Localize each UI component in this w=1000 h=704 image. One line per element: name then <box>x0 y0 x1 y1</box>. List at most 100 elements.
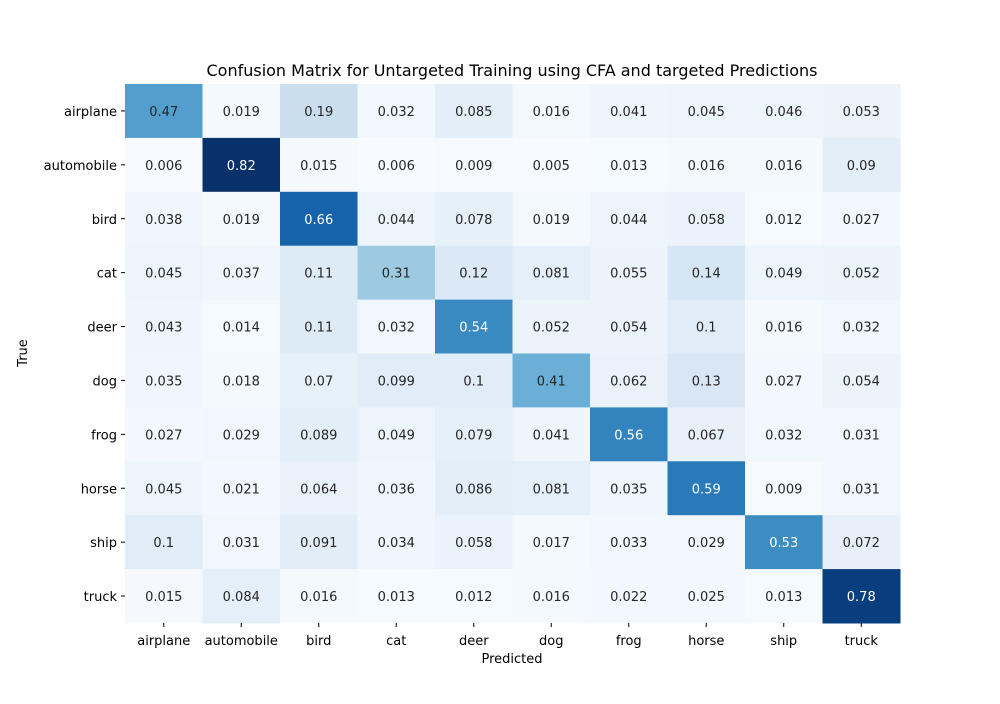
heatmap-cell <box>822 299 901 354</box>
cell-value-label: 0.013 <box>765 590 802 605</box>
cell-value-label: 0.027 <box>765 374 802 389</box>
cell-value-label: 0.045 <box>688 105 725 120</box>
x-tick-label: dog <box>539 634 563 649</box>
cell-value-label: 0.11 <box>304 267 333 282</box>
cell-value-label: 0.013 <box>378 590 415 605</box>
cell-value-label: 0.018 <box>223 374 260 389</box>
cell-value-label: 0.035 <box>610 482 647 497</box>
y-axis-ticks: airplane automobile bird cat deer dog frog hors… <box>44 105 125 605</box>
heatmap-cell <box>125 569 203 624</box>
heatmap-cell <box>435 515 513 570</box>
y-tick-label: truck <box>84 590 118 605</box>
heatmap-cell <box>280 353 358 408</box>
cell-value-label: 0.033 <box>610 536 647 551</box>
cell-value-label: 0.032 <box>843 321 880 336</box>
heatmap-cell <box>357 353 436 408</box>
x-tick-label: automobile <box>205 634 278 649</box>
heatmap-cell <box>202 245 281 301</box>
cell-value-label: 0.038 <box>145 213 182 228</box>
heatmap-cell <box>512 407 591 462</box>
heatmap-cell <box>745 461 823 516</box>
cell-value-label: 0.045 <box>145 482 182 497</box>
cell-value-label: 0.07 <box>304 374 333 389</box>
cell-value-label: 0.031 <box>223 536 260 551</box>
heatmap-cell <box>202 569 281 624</box>
y-tick-label: automobile <box>44 159 117 174</box>
heatmap-cell <box>745 515 823 570</box>
heatmap-cells: 0.47 0.019 0.19 0.032 0.085 0.016 0.041 0.045 0.… <box>125 84 901 624</box>
cell-value-label: 0.016 <box>533 105 570 120</box>
cell-value-label: 0.12 <box>459 267 488 282</box>
heatmap-cell <box>280 245 358 301</box>
x-tick-label: cat <box>386 634 406 649</box>
heatmap-cell <box>667 569 746 624</box>
y-tick-label: frog <box>91 428 117 443</box>
y-tick-label: horse <box>81 482 117 497</box>
heatmap-cell <box>590 353 668 408</box>
cell-value-label: 0.062 <box>610 374 647 389</box>
cell-value-label: 0.085 <box>455 105 492 120</box>
x-tick-label: airplane <box>137 634 190 649</box>
heatmap-cell <box>667 191 746 247</box>
heatmap-cell <box>590 191 668 247</box>
cell-value-label: 0.091 <box>300 536 337 551</box>
cell-value-label: 0.019 <box>223 105 260 120</box>
cell-value-label: 0.006 <box>145 159 182 174</box>
heatmap-cell <box>822 245 901 301</box>
cell-value-label: 0.064 <box>300 482 337 497</box>
heatmap-cell <box>357 569 436 624</box>
heatmap-cell <box>202 353 281 408</box>
cell-value-label: 0.019 <box>533 213 570 228</box>
heatmap-cell <box>357 299 436 354</box>
heatmap-cell <box>435 137 513 193</box>
cell-value-label: 0.59 <box>692 482 721 497</box>
heatmap-cell <box>822 84 901 139</box>
cell-value-label: 0.016 <box>765 321 802 336</box>
heatmap-cell <box>590 137 668 193</box>
cell-value-label: 0.022 <box>610 590 647 605</box>
cell-value-label: 0.032 <box>378 321 415 336</box>
heatmap-cell <box>822 353 901 408</box>
cell-value-label: 0.029 <box>223 428 260 443</box>
heatmap-cell <box>125 137 203 193</box>
cell-value-label: 0.034 <box>378 536 415 551</box>
heatmap-cell <box>667 461 746 516</box>
cell-value-label: 0.027 <box>145 428 182 443</box>
heatmap-cell <box>745 299 823 354</box>
heatmap-cell <box>202 407 281 462</box>
heatmap-cell <box>590 299 668 354</box>
cell-value-label: 0.019 <box>223 213 260 228</box>
cell-value-label: 0.058 <box>455 536 492 551</box>
heatmap-cell <box>667 407 746 462</box>
cell-value-label: 0.054 <box>610 321 647 336</box>
cell-value-label: 0.032 <box>765 428 802 443</box>
heatmap-cell <box>125 299 203 354</box>
cell-value-label: 0.032 <box>378 105 415 120</box>
cell-value-label: 0.009 <box>455 159 492 174</box>
cell-value-label: 0.021 <box>223 482 260 497</box>
x-axis-label: Predicted <box>481 652 542 667</box>
x-tick-label: frog <box>616 634 642 649</box>
heatmap-cell <box>125 407 203 462</box>
cell-value-label: 0.041 <box>610 105 647 120</box>
heatmap-cell <box>435 569 513 624</box>
cell-value-label: 0.049 <box>765 267 802 282</box>
heatmap-cell <box>512 515 591 570</box>
heatmap-cell <box>512 245 591 301</box>
cell-value-label: 0.049 <box>378 428 415 443</box>
heatmap-cell <box>590 84 668 139</box>
y-tick-label: ship <box>90 536 117 551</box>
cell-value-label: 0.072 <box>843 536 880 551</box>
cell-value-label: 0.009 <box>765 482 802 497</box>
heatmap-cell <box>590 407 668 462</box>
cell-value-label: 0.031 <box>843 428 880 443</box>
cell-value-label: 0.081 <box>533 482 570 497</box>
cell-value-label: 0.53 <box>769 536 798 551</box>
heatmap-cell <box>202 299 281 354</box>
cell-value-label: 0.1 <box>153 536 174 551</box>
cell-value-label: 0.14 <box>692 267 721 282</box>
heatmap-cell <box>667 299 746 354</box>
heatmap-cell <box>512 137 591 193</box>
